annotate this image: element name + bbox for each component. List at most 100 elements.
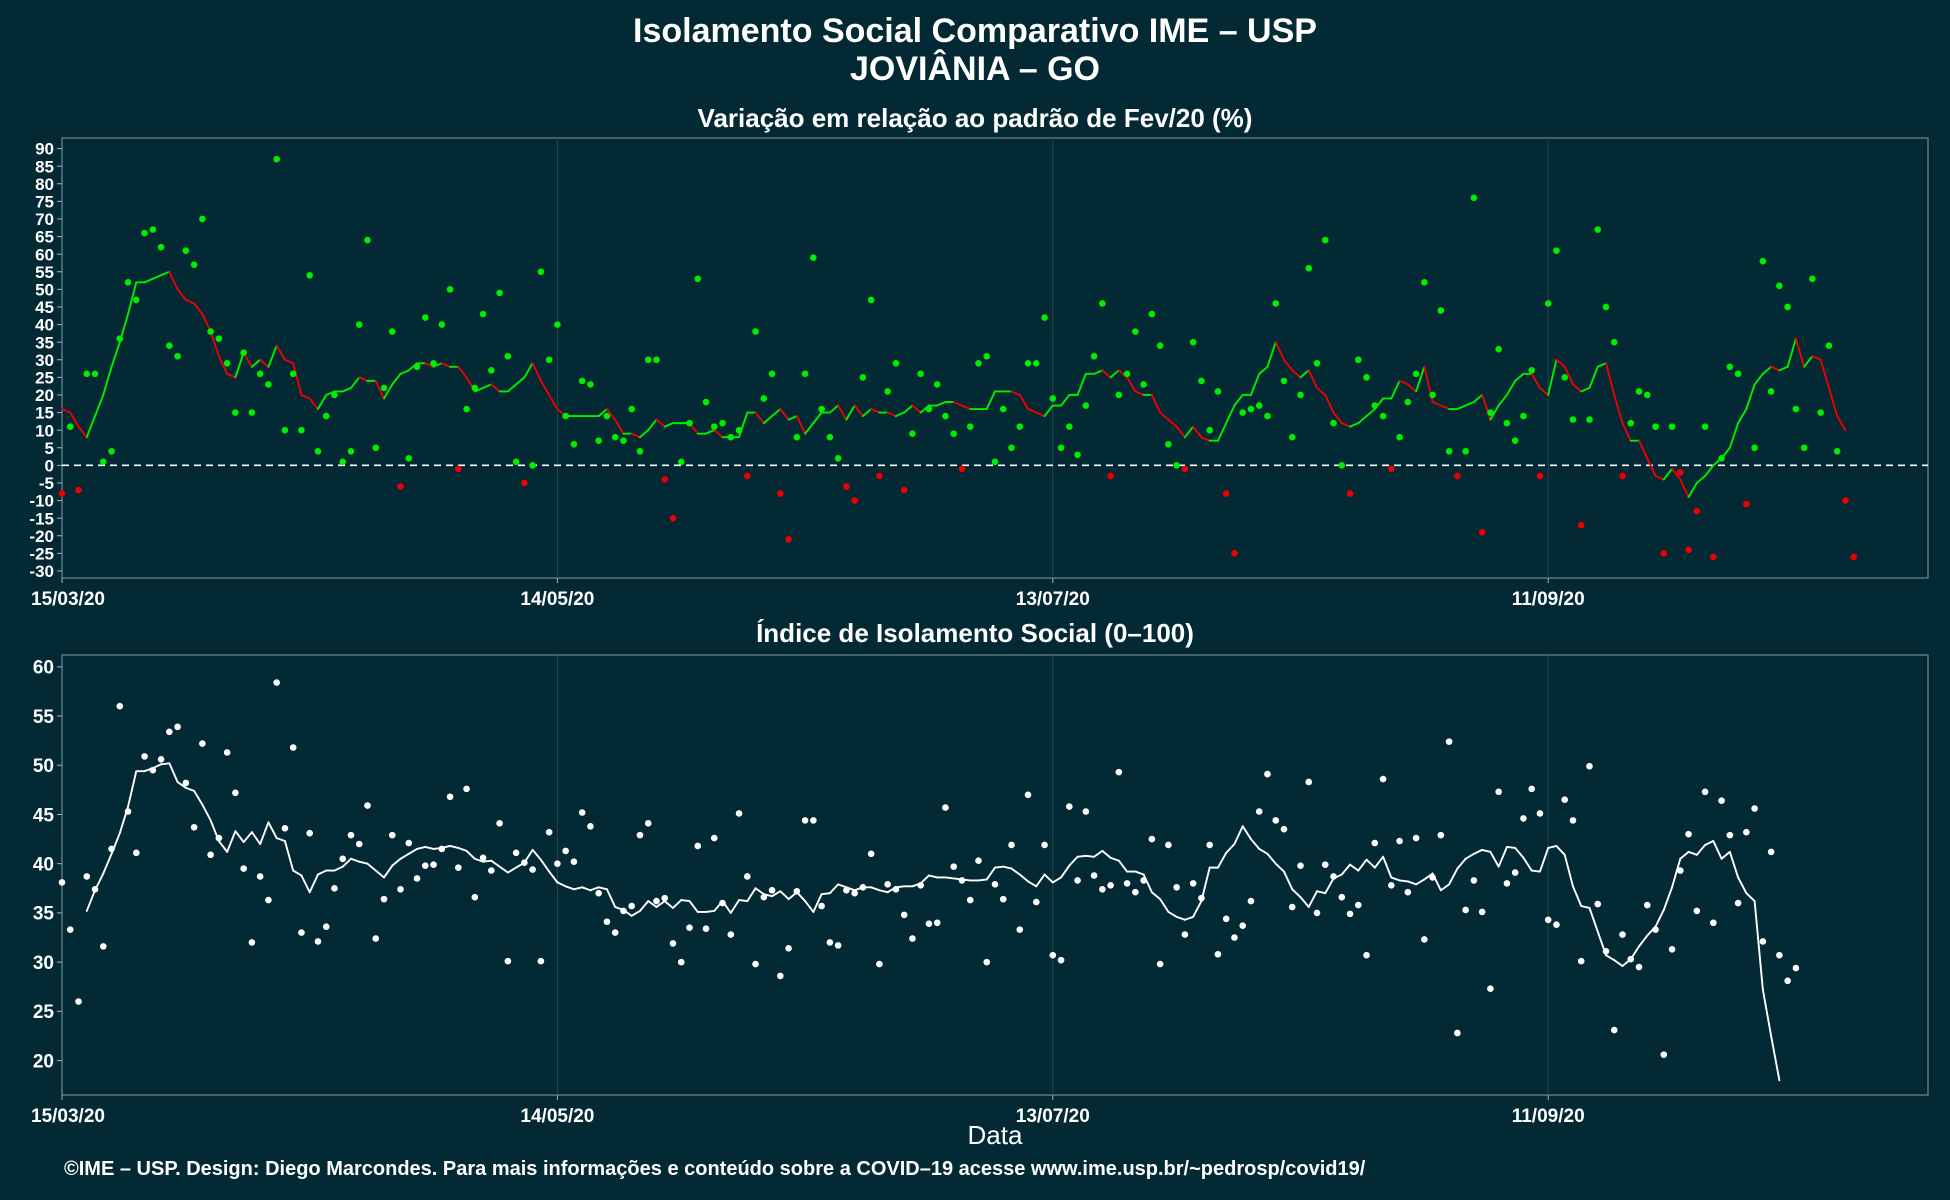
trend-line-segment bbox=[341, 857, 352, 868]
data-point bbox=[314, 447, 322, 455]
trend-line-segment bbox=[94, 394, 105, 418]
data-point bbox=[421, 314, 429, 321]
data-point bbox=[281, 426, 289, 434]
trend-line-segment bbox=[1299, 369, 1310, 379]
data-point bbox=[1206, 426, 1213, 434]
data-point bbox=[1520, 815, 1527, 822]
y-tick-label: 60 bbox=[35, 245, 54, 264]
data-point bbox=[1016, 423, 1024, 430]
x-tick-label: 15/03/20 bbox=[31, 1106, 105, 1127]
trend-line-segment bbox=[1555, 845, 1566, 856]
trend-line-segment bbox=[1770, 365, 1781, 372]
trend-line-segment bbox=[1250, 838, 1261, 850]
data-point bbox=[455, 465, 462, 473]
trend-line-segment bbox=[391, 857, 402, 867]
data-point bbox=[1148, 835, 1156, 843]
data-point bbox=[273, 155, 280, 163]
trend-line-segment bbox=[1175, 915, 1186, 921]
data-point bbox=[182, 247, 190, 254]
data-point bbox=[636, 447, 644, 455]
data-point bbox=[1165, 440, 1172, 448]
trend-line-segment bbox=[787, 415, 798, 421]
data-point bbox=[1346, 910, 1354, 918]
data-point bbox=[1528, 785, 1535, 793]
trend-line-segment bbox=[1572, 885, 1583, 907]
trend-line-segment bbox=[1679, 850, 1690, 860]
data-point bbox=[752, 328, 759, 335]
data-point bbox=[1066, 423, 1073, 430]
trend-line-segment bbox=[217, 840, 229, 853]
data-point bbox=[1330, 873, 1337, 880]
data-point bbox=[1668, 946, 1676, 953]
data-point bbox=[1544, 300, 1552, 307]
trend-line-segment bbox=[1109, 856, 1120, 862]
data-point bbox=[1619, 472, 1626, 480]
data-point bbox=[958, 877, 966, 884]
trend-line-segment bbox=[1464, 852, 1475, 860]
data-point bbox=[108, 447, 115, 455]
trend-line-segment bbox=[1043, 404, 1054, 418]
trend-line-segment bbox=[250, 358, 262, 368]
trend-line-segment bbox=[1010, 390, 1021, 396]
y-tick-label: 20 bbox=[33, 1051, 54, 1072]
data-point bbox=[298, 426, 305, 434]
data-point bbox=[273, 679, 280, 686]
data-point bbox=[859, 374, 867, 381]
trend-line-segment bbox=[366, 862, 377, 872]
data-point bbox=[397, 885, 404, 893]
trend-line-segment bbox=[597, 408, 608, 418]
trend-line-segment bbox=[1761, 365, 1773, 375]
data-point bbox=[232, 409, 239, 416]
data-point bbox=[108, 845, 115, 853]
trend-line-segment bbox=[771, 408, 782, 418]
data-point bbox=[133, 849, 140, 857]
data-point bbox=[710, 834, 718, 842]
trend-line-segment bbox=[358, 860, 369, 865]
trend-line-segment bbox=[184, 786, 196, 792]
data-point bbox=[768, 886, 776, 894]
data-point bbox=[223, 749, 231, 756]
data-point bbox=[661, 894, 669, 902]
trend-line-segment bbox=[1150, 394, 1162, 414]
data-point bbox=[801, 370, 809, 378]
data-point bbox=[636, 831, 644, 839]
trend-line-segment bbox=[407, 847, 418, 855]
data-point bbox=[215, 834, 223, 842]
data-point bbox=[793, 433, 801, 441]
trend-line-segment bbox=[647, 418, 658, 432]
data-point bbox=[83, 873, 91, 880]
trend-line-segment bbox=[160, 762, 171, 766]
data-point bbox=[1338, 893, 1346, 901]
data-point bbox=[1792, 964, 1800, 972]
data-point bbox=[669, 940, 677, 947]
trend-line-segment bbox=[1406, 383, 1418, 393]
data-point bbox=[1536, 472, 1544, 480]
data-point bbox=[438, 321, 446, 328]
data-point bbox=[1701, 423, 1709, 430]
data-point bbox=[1478, 908, 1486, 916]
data-point bbox=[1379, 775, 1387, 783]
trend-line-segment bbox=[705, 429, 716, 435]
trend-line-segment bbox=[1349, 422, 1360, 428]
data-point bbox=[1016, 926, 1024, 933]
trend-line-segment bbox=[424, 845, 435, 850]
data-point bbox=[190, 261, 198, 269]
data-point bbox=[1643, 391, 1651, 399]
data-point bbox=[999, 895, 1007, 903]
trend-line-segment bbox=[399, 852, 410, 860]
data-point bbox=[174, 723, 181, 731]
data-point bbox=[1544, 916, 1552, 924]
data-point bbox=[1330, 419, 1337, 427]
data-point bbox=[851, 497, 858, 504]
trend-line-segment bbox=[1060, 394, 1071, 407]
trend-line-segment bbox=[614, 418, 625, 435]
y-tick-label: 30 bbox=[33, 953, 54, 974]
trend-line-segment bbox=[1580, 386, 1591, 393]
trend-line-segment bbox=[1101, 369, 1112, 379]
trend-line-segment bbox=[1803, 355, 1814, 368]
data-point bbox=[529, 462, 536, 469]
data-point bbox=[834, 942, 842, 949]
trend-line-segment bbox=[1728, 850, 1740, 879]
data-point bbox=[1132, 888, 1139, 896]
data-point bbox=[1255, 808, 1263, 815]
